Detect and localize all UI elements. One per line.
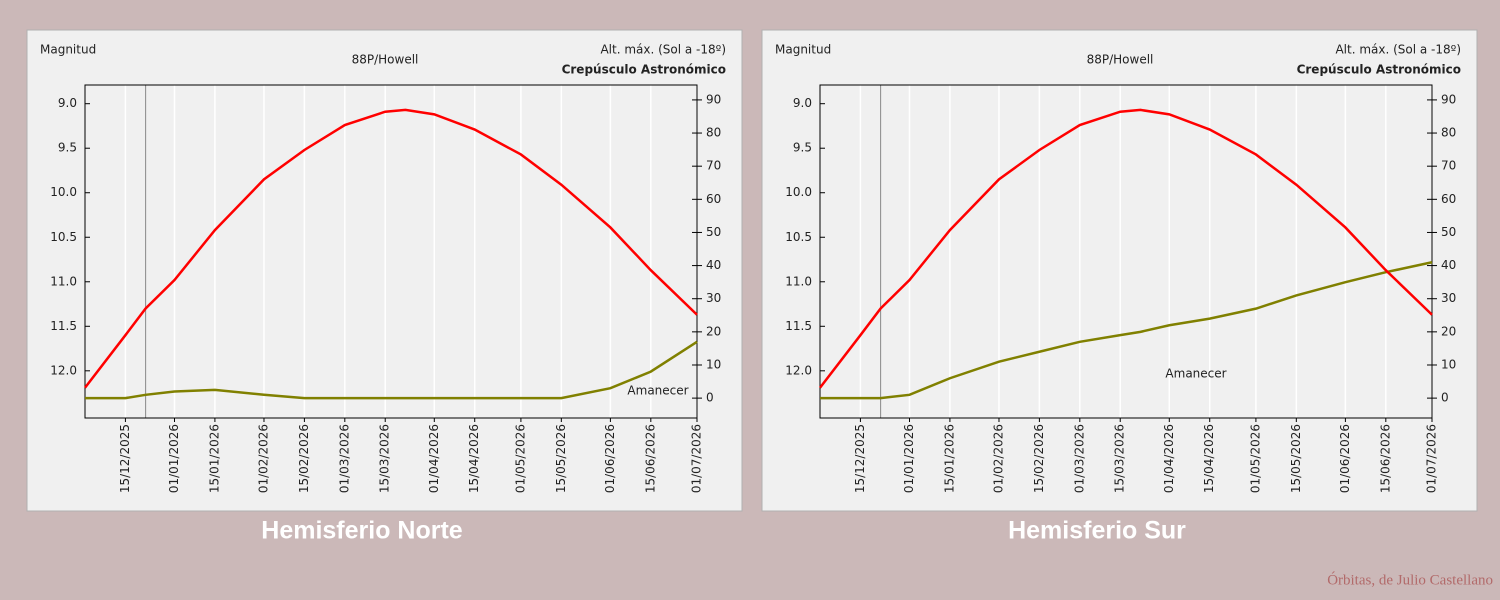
y2-tick-label: 40 <box>1441 258 1456 272</box>
y-tick-label: 11.5 <box>50 319 77 333</box>
y2-tick-label: 10 <box>1441 357 1456 371</box>
x-tick-label: 15/12/2025 <box>853 424 867 493</box>
x-tick-label: 01/07/2026 <box>690 424 704 493</box>
x-tick-label: 01/04/2026 <box>427 424 441 493</box>
x-tick-label: 15/03/2026 <box>378 424 392 493</box>
x-tick-label: 01/06/2026 <box>603 424 617 493</box>
y2-tick-label: 30 <box>1441 291 1456 305</box>
y2-tick-label: 70 <box>706 159 721 173</box>
y-tick-label: 10.5 <box>50 230 77 244</box>
y-axis-label: Magnitud <box>40 43 96 57</box>
annotation: Amanecer <box>1165 367 1226 381</box>
x-tick-label: 15/01/2026 <box>207 424 221 493</box>
series-line <box>820 261 1433 400</box>
x-tick-label: 01/02/2026 <box>256 424 270 493</box>
y-tick-label: 12.0 <box>785 363 812 377</box>
y2-axis-label: Crepúsculo Astronómico <box>1297 63 1461 77</box>
y2-tick-label: 10 <box>706 357 721 371</box>
y-tick-label: 9.0 <box>793 96 812 110</box>
y-tick-label: 11.0 <box>785 274 812 288</box>
y2-tick-label: 0 <box>1441 391 1449 405</box>
y2-tick-label: 70 <box>1441 159 1456 173</box>
x-tick-label: 01/05/2026 <box>1248 424 1262 493</box>
y2-tick-label: 20 <box>1441 324 1456 338</box>
y2-axis-label: Crepúsculo Astronómico <box>562 63 726 77</box>
plot-area <box>820 85 1432 418</box>
x-tick-label: 15/06/2026 <box>643 424 657 493</box>
x-tick-label: 15/04/2026 <box>467 424 481 493</box>
x-tick-label: 01/01/2026 <box>902 424 916 493</box>
x-tick-label: 01/04/2026 <box>1162 424 1176 493</box>
x-tick-label: 01/05/2026 <box>513 424 527 493</box>
y2-axis-label: Alt. máx. (Sol a -18º) <box>1335 43 1461 57</box>
y-tick-label: 11.0 <box>50 274 77 288</box>
y-tick-label: 9.0 <box>58 96 77 110</box>
y2-axis-label: Alt. máx. (Sol a -18º) <box>600 43 726 57</box>
x-tick-label: 15/05/2026 <box>554 424 568 493</box>
y2-tick-label: 60 <box>706 192 721 206</box>
y-axis-label: Magnitud <box>775 43 831 57</box>
y-tick-label: 11.5 <box>785 319 812 333</box>
caption: Hemisferio Sur <box>1008 517 1186 545</box>
x-tick-label: 15/02/2026 <box>1032 424 1046 493</box>
x-tick-label: 15/05/2026 <box>1289 424 1303 493</box>
y2-tick-label: 90 <box>706 92 721 106</box>
series-line <box>84 108 698 389</box>
x-tick-label: 01/02/2026 <box>991 424 1005 493</box>
series-line <box>819 108 1433 389</box>
chart-title: 88P/Howell <box>1087 53 1154 67</box>
y-tick-label: 10.0 <box>785 185 812 199</box>
y2-tick-label: 40 <box>706 258 721 272</box>
x-tick-label: 15/04/2026 <box>1202 424 1216 493</box>
y-tick-label: 9.5 <box>58 141 77 155</box>
x-tick-label: 15/06/2026 <box>1378 424 1392 493</box>
y2-tick-label: 80 <box>706 126 721 140</box>
x-tick-label: 01/03/2026 <box>1072 424 1086 493</box>
credit: Órbitas, de Julio Castellano <box>1327 571 1493 588</box>
y-tick-label: 10.0 <box>50 185 77 199</box>
y-tick-label: 10.5 <box>785 230 812 244</box>
y-tick-label: 12.0 <box>50 363 77 377</box>
chart-title: 88P/Howell <box>352 53 419 67</box>
y2-tick-label: 0 <box>706 391 714 405</box>
plot-area <box>85 85 697 418</box>
y2-tick-label: 90 <box>1441 92 1456 106</box>
x-tick-label: 15/03/2026 <box>1113 424 1127 493</box>
x-tick-label: 01/07/2026 <box>1425 424 1439 493</box>
x-tick-label: 01/06/2026 <box>1338 424 1352 493</box>
x-tick-label: 15/02/2026 <box>297 424 311 493</box>
series-line <box>85 340 698 400</box>
annotation: Amanecer <box>627 384 688 398</box>
x-tick-label: 01/01/2026 <box>167 424 181 493</box>
y2-tick-label: 30 <box>706 291 721 305</box>
plot-frame <box>84 84 698 419</box>
x-tick-label: 15/12/2025 <box>118 424 132 493</box>
y-tick-label: 9.5 <box>793 141 812 155</box>
y2-tick-label: 50 <box>706 225 721 239</box>
plot-frame <box>819 84 1433 419</box>
y2-tick-label: 50 <box>1441 225 1456 239</box>
x-tick-label: 01/03/2026 <box>337 424 351 493</box>
x-tick-label: 15/01/2026 <box>942 424 956 493</box>
caption: Hemisferio Norte <box>261 517 463 545</box>
y2-tick-label: 60 <box>1441 192 1456 206</box>
y2-tick-label: 20 <box>706 324 721 338</box>
y2-tick-label: 80 <box>1441 126 1456 140</box>
